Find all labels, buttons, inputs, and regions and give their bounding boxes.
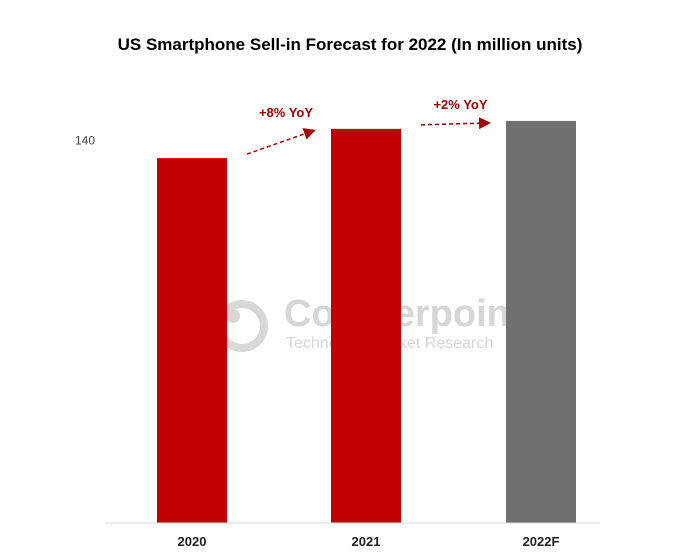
bar-2021: [331, 128, 401, 523]
chart-title: US Smartphone Sell-in Forecast for 2022 …: [118, 35, 583, 54]
yoy-arrow-2: [420, 117, 491, 130]
watermark-brand: Counterpoint: [284, 293, 523, 335]
yoy-label-1: +8% YoY: [259, 105, 313, 120]
yoy-arrow-1: [246, 128, 316, 155]
x-tick-label: 2022F: [523, 534, 560, 549]
bar-2020: [157, 158, 227, 523]
x-tick-label: 2020: [178, 534, 207, 549]
x-tick-label: 2021: [352, 534, 381, 549]
y-tick-label: 140: [75, 133, 95, 147]
bar-2022f: [506, 120, 576, 523]
yoy-label-2: +2% YoY: [433, 97, 487, 112]
